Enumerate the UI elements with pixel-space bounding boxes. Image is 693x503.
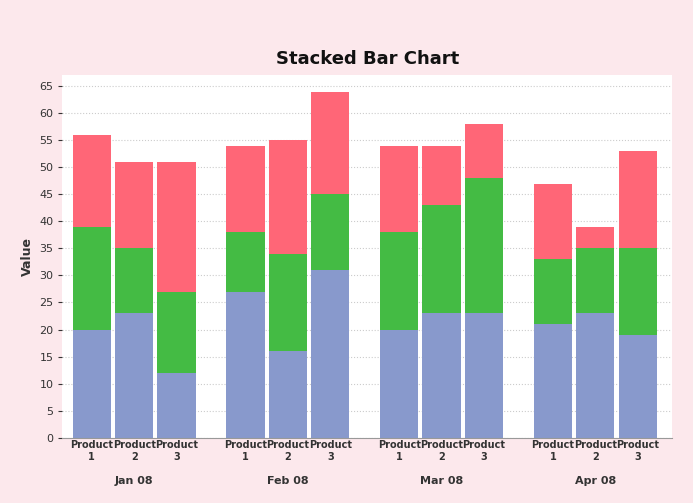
Bar (227, 292, 265, 438)
Bar (73, 329, 111, 438)
Text: Jan 08: Jan 08 (115, 476, 153, 486)
Bar (311, 194, 349, 270)
Bar (465, 178, 503, 313)
Bar (115, 162, 153, 248)
Y-axis label: Value: Value (21, 237, 34, 276)
Bar (380, 329, 419, 438)
Bar (576, 227, 615, 248)
Bar (311, 92, 349, 194)
Bar (227, 146, 265, 232)
Bar (534, 324, 572, 438)
Bar (227, 232, 265, 292)
Bar (423, 205, 461, 313)
Bar (380, 146, 419, 232)
Title: Stacked Bar Chart: Stacked Bar Chart (276, 50, 459, 68)
Bar (269, 351, 307, 438)
Bar (73, 135, 111, 227)
Bar (269, 254, 307, 351)
Bar (115, 248, 153, 313)
Bar (576, 313, 615, 438)
Bar (73, 227, 111, 329)
Bar (423, 313, 461, 438)
Text: Apr 08: Apr 08 (574, 476, 616, 486)
Bar (465, 124, 503, 178)
Bar (576, 248, 615, 313)
Bar (380, 232, 419, 329)
Bar (534, 184, 572, 259)
Bar (619, 248, 657, 335)
Bar (619, 151, 657, 248)
Bar (465, 313, 503, 438)
Bar (269, 140, 307, 254)
Bar (115, 313, 153, 438)
Bar (157, 373, 195, 438)
Bar (534, 259, 572, 324)
Bar (619, 335, 657, 438)
Text: Mar 08: Mar 08 (420, 476, 463, 486)
Bar (311, 270, 349, 438)
Bar (157, 162, 195, 292)
Bar (423, 146, 461, 205)
Bar (157, 292, 195, 373)
Text: Feb 08: Feb 08 (267, 476, 308, 486)
